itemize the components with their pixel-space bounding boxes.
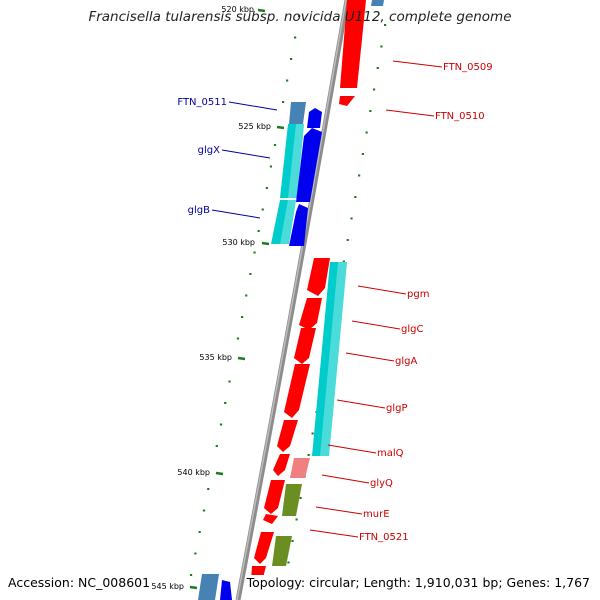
kbp-major-tick — [262, 243, 269, 244]
forward-gene-label[interactable]: malQ — [377, 448, 404, 459]
kbp-major-tick — [190, 587, 197, 588]
kbp-major-tick — [277, 127, 284, 128]
topology-text: Topology: circular; Length: 1,910,031 bp… — [247, 575, 590, 590]
forward-gene-label[interactable]: glgC — [401, 324, 423, 335]
gene-top-steel[interactable] — [371, 0, 384, 6]
kbp-label: 535 kbp — [199, 353, 232, 362]
forward-gene-label[interactable]: glyQ — [370, 478, 393, 489]
forward-gene-label[interactable]: murE — [363, 509, 390, 520]
forward-gene-label[interactable]: glgP — [386, 403, 408, 414]
map-title: Francisella tularensis subsp. novicida U… — [0, 9, 600, 25]
kbp-label: 530 kbp — [222, 238, 255, 247]
forward-gene-label[interactable]: FTN_0509 — [443, 62, 493, 73]
gene-glgb[interactable] — [271, 200, 308, 246]
kbp-major-tick — [238, 358, 245, 359]
gene-malq[interactable] — [277, 420, 298, 452]
reverse-gene-label[interactable]: glgB — [188, 205, 210, 216]
gene-bottom-reverse[interactable] — [198, 574, 232, 600]
kbp-label: 540 kbp — [177, 468, 210, 477]
gene-glgc[interactable] — [299, 298, 322, 330]
reverse-leader-lines — [212, 102, 277, 218]
gene-pgm[interactable] — [307, 258, 330, 296]
reverse-gene-label[interactable]: FTN_0511 — [177, 97, 227, 108]
kbp-major-tick — [216, 473, 223, 474]
gene-glga[interactable] — [294, 328, 316, 364]
accession-text: Accession: NC_008601 — [8, 575, 150, 590]
forward-gene-label[interactable]: FTN_0521 — [359, 532, 409, 543]
forward-gene-label[interactable]: FTN_0510 — [435, 111, 485, 122]
kbp-label: 545 kbp — [151, 582, 184, 591]
gene-mure[interactable] — [263, 480, 302, 524]
genome-map: FTN_0509 FTN_0510pgm glgC glgA glgP malQ glyQ m… — [0, 0, 600, 600]
forward-gene-label[interactable]: pgm — [407, 289, 429, 300]
gene-glgp[interactable] — [284, 364, 310, 418]
reverse-gene-label[interactable]: glgX — [198, 145, 220, 156]
forward-gene-label[interactable]: glgA — [395, 356, 417, 367]
gene-glyq[interactable] — [273, 454, 310, 478]
kbp-label: 525 kbp — [238, 122, 271, 131]
